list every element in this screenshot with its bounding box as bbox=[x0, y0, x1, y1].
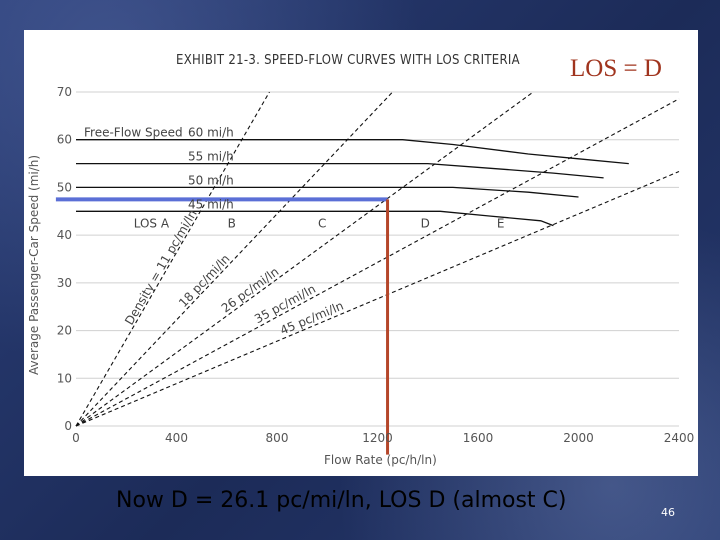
x-tick-0: 0 bbox=[72, 431, 80, 445]
y-tick-20: 20 bbox=[57, 324, 72, 338]
speed-flow-curve-4 bbox=[76, 210, 554, 227]
x-tick-1200: 1200 bbox=[362, 431, 393, 445]
slide-caption: Now D = 26.1 pc/mi/ln, LOS D (almost C) bbox=[116, 488, 567, 513]
free-flow-speed-label: Free-Flow Speed bbox=[84, 126, 183, 140]
density-line-45 bbox=[75, 171, 680, 427]
density-line-35 bbox=[75, 98, 680, 427]
los-region-label-2: B bbox=[228, 216, 236, 230]
x-tick-2400: 2400 bbox=[664, 431, 695, 445]
x-axis-title: Flow Rate (pc/h/ln) bbox=[324, 453, 437, 467]
x-tick-800: 800 bbox=[266, 431, 289, 445]
chart-panel: EXHIBIT 21-3. SPEED-FLOW CURVES WITH LOS… bbox=[24, 30, 698, 476]
density-lines bbox=[75, 91, 680, 427]
highlight-lines bbox=[55, 197, 390, 455]
y-tick-70: 70 bbox=[57, 85, 72, 99]
los-region-label-4: D bbox=[421, 216, 430, 230]
curve-label-3: 50 mi/h bbox=[188, 173, 234, 187]
curve-label-1: 60 mi/h bbox=[188, 126, 234, 140]
x-tick-400: 400 bbox=[165, 431, 188, 445]
x-tick-2000: 2000 bbox=[563, 431, 594, 445]
density-line-11 bbox=[75, 91, 270, 427]
los-region-label-3: C bbox=[318, 216, 326, 230]
curve-label-2: 55 mi/h bbox=[188, 150, 234, 164]
los-region-label-1: LOS A bbox=[134, 216, 170, 230]
curve-label-4: 45 mi/h bbox=[188, 197, 234, 211]
y-tick-0: 0 bbox=[64, 419, 72, 433]
y-tick-60: 60 bbox=[57, 133, 72, 147]
speed-flow-curves bbox=[76, 139, 629, 227]
chart-title: EXHIBIT 21-3. SPEED-FLOW CURVES WITH LOS… bbox=[176, 53, 520, 68]
y-tick-10: 10 bbox=[57, 371, 72, 385]
axis-ticks: 0 10 20 30 40 50 60 70 0 400 800 1200 1600 2000 2400 bbox=[57, 85, 695, 445]
y-tick-30: 30 bbox=[57, 276, 72, 290]
density-line-18 bbox=[75, 91, 393, 427]
chart-labels: 60 mi/h 55 mi/h 50 mi/h 45 mi/h Free-Flow Sp… bbox=[84, 126, 504, 338]
page-number: 46 bbox=[661, 506, 675, 519]
y-axis-title: Average Passenger-Car Speed (mi/h) bbox=[27, 155, 41, 375]
speed-flow-curve-3 bbox=[76, 186, 579, 198]
los-region-label-5: E bbox=[497, 216, 505, 230]
speed-flow-chart: EXHIBIT 21-3. SPEED-FLOW CURVES WITH LOS… bbox=[27, 53, 695, 467]
speed-flow-curve-1 bbox=[76, 139, 629, 165]
speed-flow-curve-2 bbox=[76, 162, 604, 179]
los-overlay-label: LOS = D bbox=[570, 55, 662, 82]
x-tick-1600: 1600 bbox=[463, 431, 494, 445]
density-line-26 bbox=[75, 91, 534, 427]
y-tick-40: 40 bbox=[57, 228, 72, 242]
y-tick-50: 50 bbox=[57, 180, 72, 194]
